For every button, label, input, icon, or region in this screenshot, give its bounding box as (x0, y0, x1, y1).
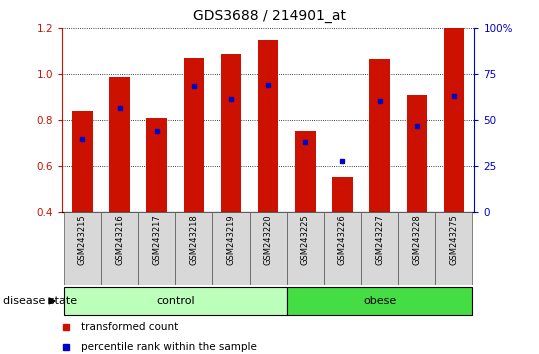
Bar (324, 212, 361, 285)
Bar (64, 212, 101, 285)
Bar (250, 212, 287, 285)
Bar (369, 59, 390, 212)
Text: GSM243227: GSM243227 (375, 215, 384, 266)
Bar (332, 177, 353, 212)
Bar (175, 212, 212, 285)
Text: transformed count: transformed count (80, 322, 178, 332)
Text: GSM243219: GSM243219 (226, 215, 236, 265)
Text: percentile rank within the sample: percentile rank within the sample (80, 342, 257, 352)
Text: GSM243225: GSM243225 (301, 215, 310, 265)
Text: obese: obese (363, 296, 396, 306)
Text: GSM243275: GSM243275 (450, 215, 458, 266)
Bar (436, 212, 473, 285)
Text: GSM243215: GSM243215 (78, 215, 87, 265)
Bar (287, 212, 324, 285)
Bar (101, 212, 138, 285)
Bar (212, 212, 250, 285)
Text: GSM243220: GSM243220 (264, 215, 273, 265)
Text: GSM243217: GSM243217 (152, 215, 161, 266)
Text: GSM243218: GSM243218 (189, 215, 198, 266)
Bar (109, 77, 130, 212)
Text: GDS3688 / 214901_at: GDS3688 / 214901_at (193, 9, 346, 23)
Bar (184, 58, 204, 212)
Bar (406, 95, 427, 212)
Bar (138, 212, 175, 285)
Bar (295, 131, 315, 212)
Bar (64, 287, 287, 315)
Bar (258, 40, 278, 212)
Bar (444, 28, 464, 212)
Text: disease state: disease state (3, 296, 77, 306)
Text: GSM243228: GSM243228 (412, 215, 421, 266)
Bar (361, 212, 398, 285)
Bar (287, 287, 473, 315)
Text: control: control (156, 296, 195, 306)
Bar (221, 54, 241, 212)
Text: GSM243216: GSM243216 (115, 215, 124, 266)
Bar (147, 118, 167, 212)
Bar (398, 212, 436, 285)
Text: GSM243226: GSM243226 (338, 215, 347, 266)
Bar (72, 111, 93, 212)
